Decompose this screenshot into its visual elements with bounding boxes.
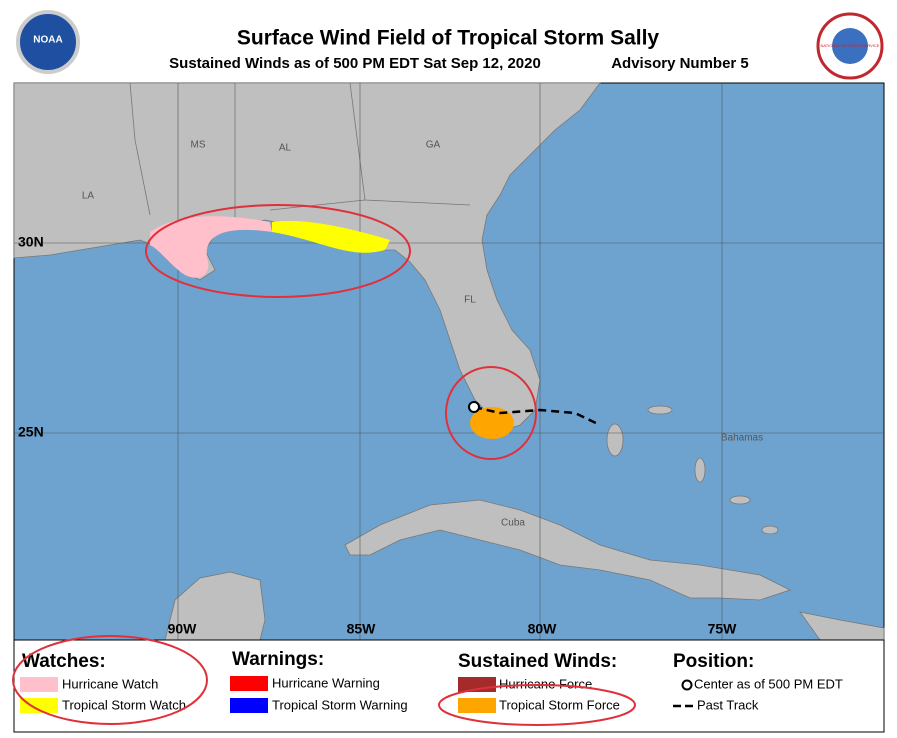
legend-label: Hurricane Watch: [62, 676, 158, 691]
border: [269, 199, 366, 211]
ts-force-wind-field: [470, 407, 514, 439]
noaa-logo: [16, 10, 80, 74]
legend-label: Tropical Storm Watch: [62, 697, 186, 712]
subtitle: Sustained Winds as of 500 PM EDT Sat Sep…: [169, 55, 541, 72]
ts-watch-area: [272, 220, 390, 253]
lat-label: 30N: [18, 234, 44, 250]
island: [729, 495, 751, 505]
swatch: [458, 698, 496, 713]
noaa-logo-text: NOAA: [33, 35, 62, 46]
swatch: [20, 698, 58, 713]
island: [606, 423, 624, 457]
legend-heading: Warnings:: [232, 649, 324, 670]
legend-label: Tropical Storm Warning: [272, 697, 408, 712]
hurricane-watch-area: [150, 216, 272, 278]
nws-logo-text: NATIONAL WEATHER SERVICE: [821, 43, 880, 48]
annotation-circle: [438, 684, 636, 726]
legend: Watches: Hurricane Watch Tropical Storm …: [12, 635, 885, 733]
legend-label: Center as of 500 PM EDT: [694, 676, 843, 691]
state-label: MS: [191, 140, 206, 151]
storm-center: [468, 401, 480, 413]
annotation-circle: [145, 204, 411, 298]
hispaniola: [799, 611, 885, 641]
island: [694, 457, 706, 483]
title: Surface Wind Field of Tropical Storm Sal…: [237, 27, 660, 50]
legend-heading: Position:: [673, 651, 754, 672]
state-label: LA: [82, 191, 95, 202]
annotation-circle: [445, 366, 537, 460]
place-label: Cuba: [501, 518, 525, 529]
yucatan: [164, 571, 266, 641]
legend-label: Hurricane Force: [499, 676, 592, 691]
swatch: [230, 676, 268, 691]
state-borders: [129, 82, 471, 220]
cuba: [344, 499, 792, 601]
lon-label: 90W: [168, 621, 198, 637]
legend-heading: Watches:: [22, 651, 106, 672]
place-label: Bahamas: [721, 433, 763, 444]
swatch: [20, 677, 58, 692]
island: [647, 405, 673, 415]
legend-label: Tropical Storm Force: [499, 697, 620, 712]
lat-label: 25N: [18, 424, 44, 440]
island: [761, 525, 779, 535]
legend-label: Past Track: [697, 697, 759, 712]
swatch: [230, 698, 268, 713]
advisory: Advisory Number 5: [611, 55, 749, 72]
legend-label: Hurricane Warning: [272, 675, 380, 690]
legend-box: [13, 639, 885, 733]
state-label: GA: [426, 140, 441, 151]
bahamas-islands: [606, 405, 779, 535]
border: [129, 82, 151, 216]
nws-logo-center: [832, 28, 868, 64]
lon-label: 80W: [528, 621, 558, 637]
lon-label: 85W: [347, 621, 377, 637]
state-label: FL: [464, 295, 476, 306]
lon-label: 75W: [708, 621, 738, 637]
state-label: AL: [279, 143, 292, 154]
map: MS AL GA LA FL Bahamas Cuba 30N 25N 90W …: [13, 82, 885, 641]
annotation-circle: [12, 635, 208, 725]
center-symbol: [681, 679, 693, 691]
past-track: [473, 405, 601, 427]
legend-heading: Sustained Winds:: [458, 651, 617, 672]
